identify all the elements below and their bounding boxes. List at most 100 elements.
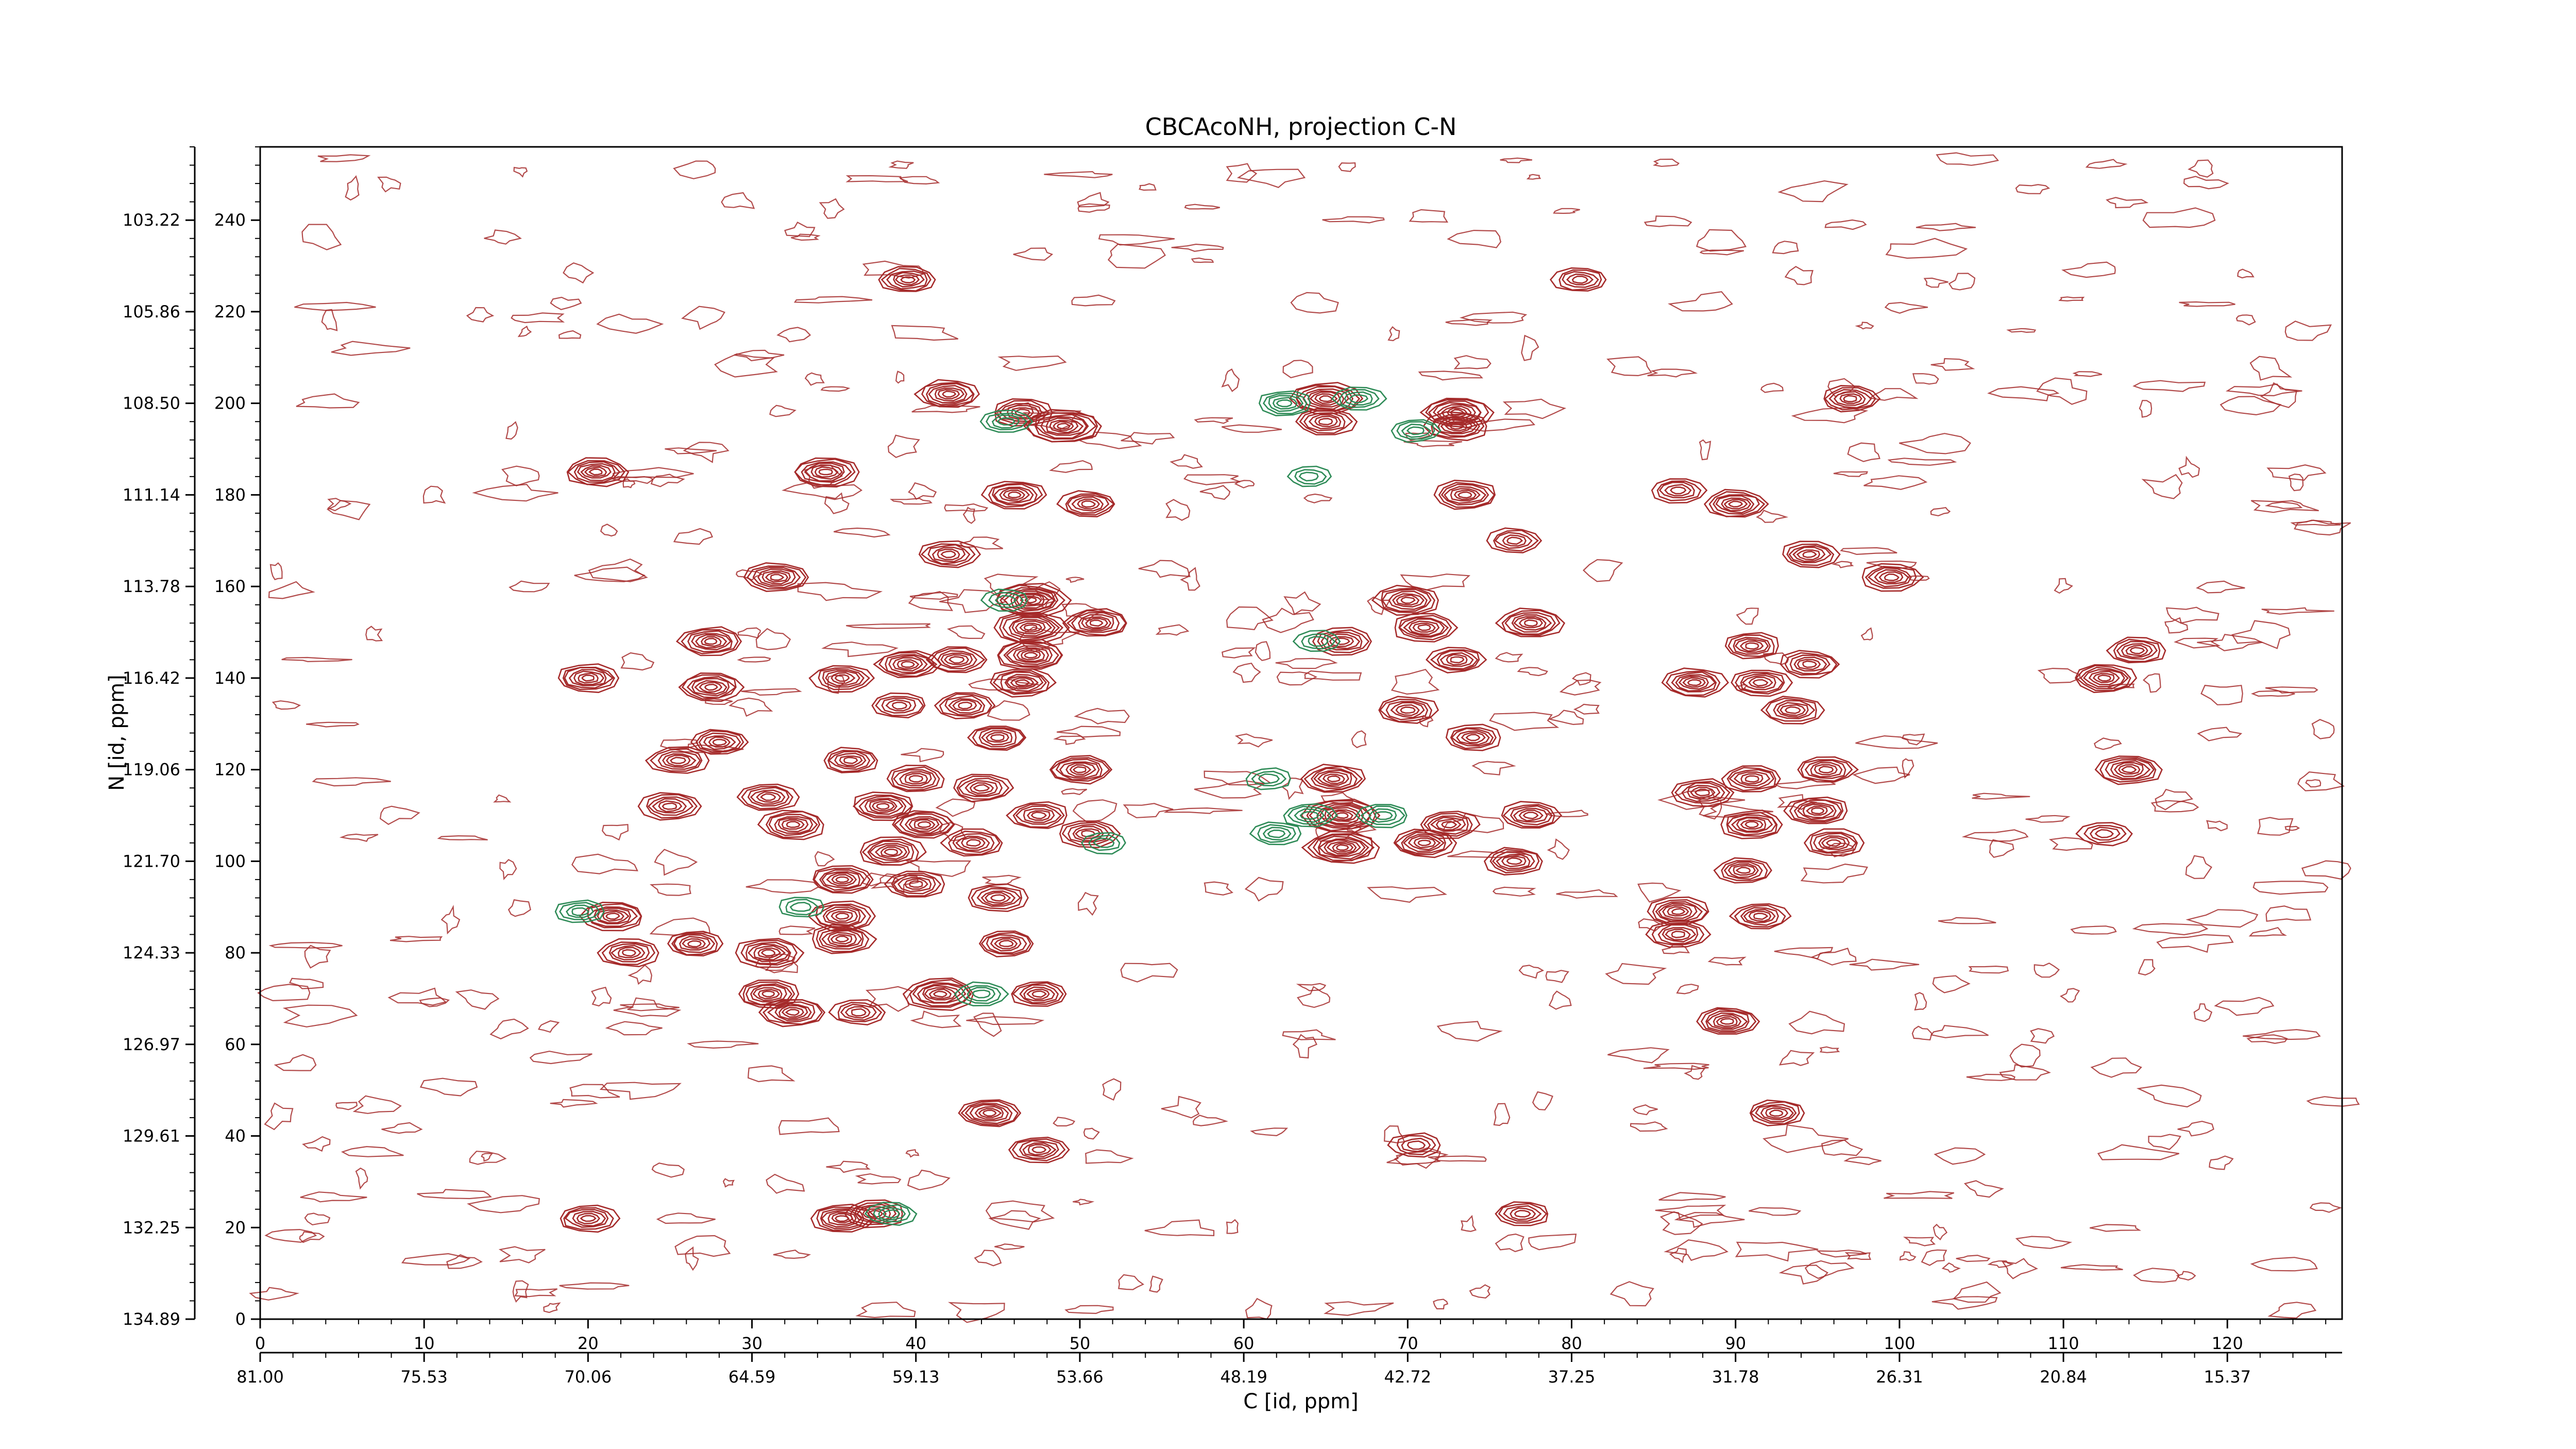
noise-contour	[2058, 296, 2085, 302]
noise-contour	[2133, 1268, 2180, 1283]
noise-contour	[1553, 208, 1580, 214]
peak-contour	[1651, 478, 1708, 504]
noise-contour	[1250, 1127, 1289, 1137]
y-axis-index: 0 20 40 60 80 100 120 140 160 180 200 220 240	[214, 146, 260, 1329]
noise-contour	[2305, 779, 2321, 788]
noise-contour	[1643, 215, 1692, 227]
noise-contour	[2106, 197, 2149, 209]
noise-contour	[2209, 1155, 2234, 1170]
peak-contour	[1378, 696, 1439, 724]
y-tick-label: 100	[214, 851, 246, 871]
noise-contour	[1914, 992, 1927, 1011]
noise-contour	[2185, 909, 2259, 928]
noise-contour	[2206, 820, 2228, 832]
noise-contour	[1699, 249, 1744, 256]
peak-contour	[990, 668, 1057, 698]
noise-contour	[1573, 703, 1600, 715]
noise-contour	[656, 1212, 716, 1224]
noise-contour	[862, 260, 924, 279]
noise-contour	[588, 558, 648, 582]
noise-contour	[1234, 480, 1255, 488]
noise-contour	[2246, 1034, 2288, 1044]
noise-contour	[1442, 812, 1504, 833]
noise-contour	[1860, 627, 1873, 641]
y-axis-label: N [id, ppm]	[105, 675, 129, 791]
negative-peak-contour	[1283, 803, 1338, 828]
noise-contour	[514, 1288, 558, 1298]
noise-contour	[513, 166, 528, 178]
x-tick-label: 120	[2212, 1334, 2243, 1353]
peak-contour	[1721, 765, 1781, 793]
noise-contour	[2294, 519, 2351, 536]
noise-contour	[1824, 219, 1867, 230]
noise-contour	[1077, 891, 1099, 916]
noise-contour	[272, 700, 301, 710]
peak-contour	[918, 540, 981, 568]
y-ppm-tick-label: 121.70	[123, 851, 180, 871]
peak-contour	[1703, 488, 1769, 518]
noise-contour	[782, 481, 863, 500]
noise-contour	[550, 296, 582, 310]
x-tick-label: 40	[905, 1334, 926, 1353]
noise-contour	[2284, 825, 2300, 831]
noise-contour	[1053, 1117, 1076, 1126]
noise-contour	[1521, 334, 1539, 361]
noise-contour	[1674, 1211, 1745, 1228]
noise-contour	[745, 879, 820, 894]
noise-contour	[1400, 574, 1471, 591]
noise-contour	[910, 1010, 962, 1029]
peak-contour	[1696, 1007, 1760, 1035]
noise-contour	[748, 1065, 795, 1083]
noise-contour	[1931, 1296, 1998, 1310]
noise-contour	[845, 175, 908, 182]
x-ppm-tick-label: 53.66	[1056, 1367, 1104, 1387]
peak-contour	[1300, 798, 1381, 833]
noise-contour	[1777, 180, 1849, 203]
noise-contour	[982, 874, 1022, 885]
peak-contour	[812, 865, 874, 894]
noise-contour	[681, 306, 725, 330]
noise-contour	[2143, 673, 2161, 693]
noise-contour	[1526, 174, 1541, 180]
negative-peak-contour	[1245, 767, 1291, 790]
peak-contour	[757, 810, 824, 840]
noise-contour	[814, 851, 835, 867]
noise-contour	[1987, 386, 2060, 401]
noise-contour	[1637, 882, 1682, 903]
peak-contour	[1780, 650, 1840, 679]
noise-contour	[2301, 860, 2351, 880]
noise-contour	[1098, 234, 1175, 246]
noise-contour	[1930, 507, 1951, 517]
noise-contour	[791, 233, 821, 241]
noise-contour	[1963, 1180, 2004, 1198]
noise-contour	[1788, 1010, 1845, 1035]
x-ppm-tick-label: 31.78	[1712, 1367, 1759, 1387]
noise-contour	[947, 1302, 1005, 1323]
noise-contour	[2249, 356, 2293, 381]
peak-contour	[1861, 563, 1924, 592]
peak-contour	[892, 810, 955, 839]
peak-contour	[557, 663, 620, 694]
peak-contour	[597, 938, 659, 968]
noise-contour	[481, 1153, 494, 1162]
noise-contour	[911, 405, 980, 413]
noise-contour	[2093, 737, 2122, 750]
noise-contour	[563, 262, 595, 284]
noise-contour	[2306, 1096, 2360, 1107]
noise-contour	[1282, 1029, 1336, 1040]
noise-contour	[304, 945, 331, 969]
noise-contour	[1161, 1096, 1201, 1119]
noise-contour	[484, 229, 522, 245]
noise-contour	[294, 301, 376, 311]
noise-contour	[2090, 1057, 2142, 1078]
noise-contour	[1194, 780, 1266, 799]
noise-contour	[1303, 493, 1333, 503]
noise-contour	[1948, 273, 1976, 291]
noise-contour	[1255, 641, 1271, 661]
peak-contour	[566, 457, 630, 487]
noise-contour	[1165, 499, 1191, 521]
peak-contour	[978, 930, 1034, 957]
noise-contour	[2185, 855, 2213, 879]
negative-peak-contour	[864, 1202, 918, 1226]
noise-contour	[1930, 1025, 1989, 1038]
